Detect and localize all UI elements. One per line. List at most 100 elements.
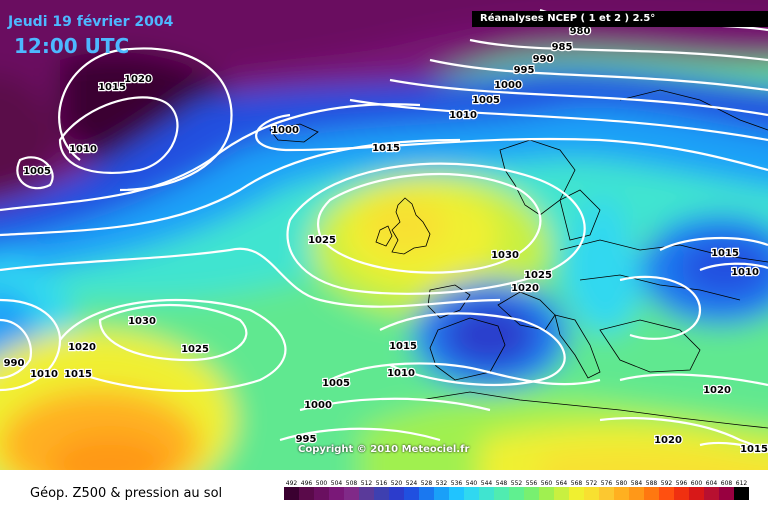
legend-swatch bbox=[539, 487, 554, 500]
legend-swatch bbox=[554, 487, 569, 500]
isobar-label: 1015 bbox=[389, 341, 417, 352]
legend-swatch bbox=[284, 487, 299, 500]
legend-swatch bbox=[719, 487, 734, 500]
isobar-label: 1025 bbox=[524, 270, 552, 281]
legend-tick-label: 576 bbox=[601, 480, 613, 487]
legend-tick-label: 580 bbox=[616, 480, 628, 487]
legend-swatch bbox=[449, 487, 464, 500]
legend-tick-label: 544 bbox=[481, 480, 493, 487]
isobar-label: 990 bbox=[4, 358, 25, 369]
legend-tick-label: 556 bbox=[526, 480, 538, 487]
legend-tick-label: 588 bbox=[646, 480, 658, 487]
isobar-labels: 9809859909951000100510101000101510201015… bbox=[2, 25, 768, 457]
isobar-label: 1010 bbox=[69, 144, 97, 155]
legend-swatch bbox=[674, 487, 689, 500]
legend-tick-label: 608 bbox=[721, 480, 733, 487]
legend-tick-label: 568 bbox=[571, 480, 583, 487]
map-time: 12:00 UTC bbox=[14, 34, 130, 58]
legend-tick-label: 584 bbox=[631, 480, 643, 487]
legend-tick-label: 496 bbox=[301, 480, 313, 487]
legend-tick-label: 560 bbox=[541, 480, 553, 487]
isobar-label: 995 bbox=[514, 65, 535, 76]
isobar-label: 1000 bbox=[271, 125, 299, 136]
map-title: Géop. Z500 & pression au sol bbox=[30, 486, 223, 501]
legend-tick-label: 592 bbox=[661, 480, 673, 487]
legend-swatch bbox=[479, 487, 494, 500]
isobar-label: 1010 bbox=[731, 267, 759, 278]
isobar-label: 1000 bbox=[494, 80, 522, 91]
legend-swatch bbox=[404, 487, 419, 500]
isobar-label: 1010 bbox=[30, 369, 58, 380]
isobar-label: 1005 bbox=[23, 166, 51, 177]
legend-tick-label: 536 bbox=[451, 480, 463, 487]
isobar-label: 1000 bbox=[304, 400, 332, 411]
legend-swatch bbox=[629, 487, 644, 500]
legend-swatch bbox=[689, 487, 704, 500]
isobar-label: 1020 bbox=[511, 283, 539, 294]
legend-swatch bbox=[524, 487, 539, 500]
isobar-label: 990 bbox=[533, 54, 554, 65]
isobar-label: 1025 bbox=[181, 344, 209, 355]
isobar-label: 1005 bbox=[472, 95, 500, 106]
legend-swatch bbox=[464, 487, 479, 500]
legend-tick-label: 516 bbox=[376, 480, 388, 487]
legend-swatch bbox=[509, 487, 524, 500]
legend-tick-label: 612 bbox=[736, 480, 748, 487]
legend-swatch bbox=[344, 487, 359, 500]
isobar-label: 1030 bbox=[128, 316, 156, 327]
isobar-label: 985 bbox=[552, 42, 573, 53]
legend-swatch bbox=[299, 487, 314, 500]
legend-swatch bbox=[599, 487, 614, 500]
legend-tick-label: 572 bbox=[586, 480, 598, 487]
legend-swatch bbox=[494, 487, 509, 500]
legend-swatch bbox=[569, 487, 584, 500]
legend-swatch bbox=[374, 487, 389, 500]
isobar-label: 1020 bbox=[68, 342, 96, 353]
legend-swatch bbox=[419, 487, 434, 500]
legend-tick-label: 600 bbox=[691, 480, 703, 487]
legend-swatch bbox=[314, 487, 329, 500]
legend-tick-label: 532 bbox=[436, 480, 448, 487]
isobar-label: 1030 bbox=[491, 250, 519, 261]
isobar-label: 1020 bbox=[654, 435, 682, 446]
legend-tick-label: 604 bbox=[706, 480, 718, 487]
legend-tick-label: 552 bbox=[511, 480, 523, 487]
legend-swatch bbox=[329, 487, 344, 500]
isobar-label: 1005 bbox=[322, 378, 350, 389]
legend-tick-label: 528 bbox=[421, 480, 433, 487]
legend-swatch bbox=[434, 487, 449, 500]
legend-swatch bbox=[659, 487, 674, 500]
legend-tick-label: 596 bbox=[676, 480, 688, 487]
color-scale-legend: 492 496 500 504 508 512 516 520 524 528 532 536 540 5… bbox=[284, 480, 749, 500]
legend-tick-label: 564 bbox=[556, 480, 568, 487]
legend-tick-label: 512 bbox=[361, 480, 373, 487]
data-source-label: Réanalyses NCEP ( 1 et 2 ) 2.5° bbox=[472, 11, 768, 27]
legend-swatch bbox=[614, 487, 629, 500]
isobar-label: 1010 bbox=[387, 368, 415, 379]
legend-swatch bbox=[584, 487, 599, 500]
legend-tick-label: 508 bbox=[346, 480, 358, 487]
isobar-label: 995 bbox=[296, 434, 317, 445]
isobar-label: 1025 bbox=[308, 235, 336, 246]
isobar-label: 1015 bbox=[711, 248, 739, 259]
legend-swatch bbox=[734, 487, 749, 500]
legend-tick-label: 524 bbox=[406, 480, 418, 487]
legend-tick-label: 520 bbox=[391, 480, 403, 487]
isobar-label: 1015 bbox=[98, 82, 126, 93]
isobar-label: 1015 bbox=[64, 369, 92, 380]
legend-swatch bbox=[644, 487, 659, 500]
legend-tick-label: 540 bbox=[466, 480, 478, 487]
legend-tick-label: 504 bbox=[331, 480, 343, 487]
legend-swatch bbox=[359, 487, 374, 500]
legend-tick-label: 500 bbox=[316, 480, 328, 487]
weather-map: 980 985 990 995 1000 1005 1010 1000 1015 1020 1015… bbox=[0, 0, 768, 470]
isobar-label: 1010 bbox=[449, 110, 477, 121]
legend-swatch bbox=[704, 487, 719, 500]
isobar-label: 1020 bbox=[124, 74, 152, 85]
coastlines bbox=[269, 89, 768, 429]
map-date: Jeudi 19 février 2004 bbox=[8, 14, 174, 30]
isobar-label: 980 bbox=[570, 26, 591, 37]
copyright-notice: Copyright © 2010 Meteociel.fr bbox=[298, 444, 470, 455]
legend-tick-label: 548 bbox=[496, 480, 508, 487]
isobar-label: 1020 bbox=[703, 385, 731, 396]
